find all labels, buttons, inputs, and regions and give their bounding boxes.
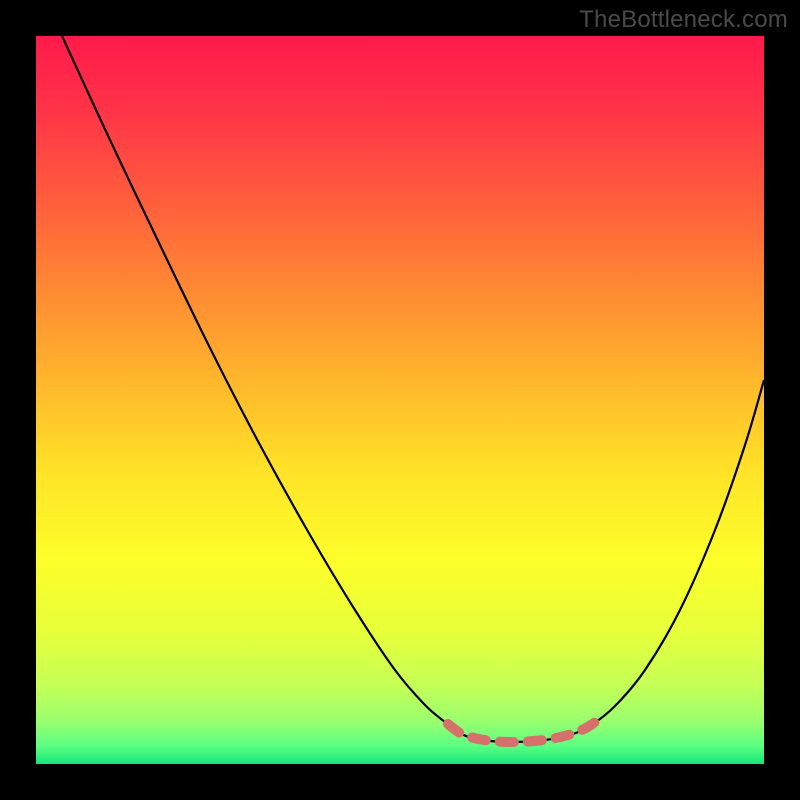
watermark-text: TheBottleneck.com bbox=[579, 6, 788, 34]
plot-svg bbox=[0, 0, 800, 800]
stage: TheBottleneck.com bbox=[0, 0, 800, 800]
